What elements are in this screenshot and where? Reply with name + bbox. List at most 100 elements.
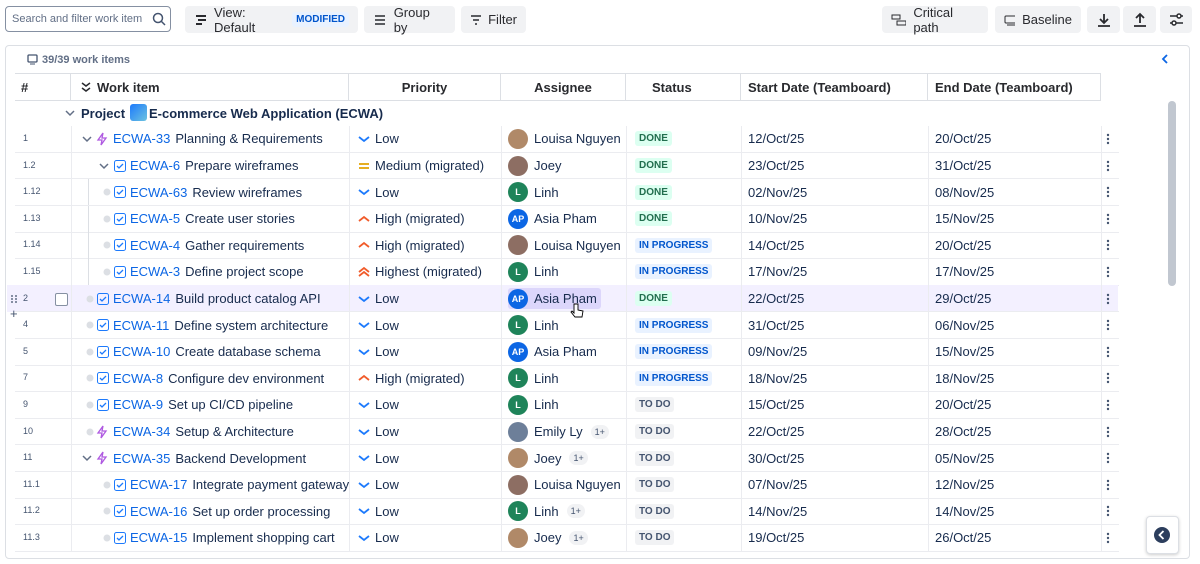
issue-key[interactable]: ECWA-3 xyxy=(130,264,180,279)
float-button[interactable] xyxy=(1146,516,1179,554)
start-date: 15/Oct/25 xyxy=(748,392,804,419)
status[interactable]: DONE xyxy=(635,291,672,306)
settings-button[interactable] xyxy=(1160,6,1192,33)
assignee[interactable]: LLinh xyxy=(508,395,563,416)
column-border xyxy=(1101,445,1102,472)
column-border xyxy=(501,472,502,499)
tree-line xyxy=(88,179,89,206)
download-icon xyxy=(1096,12,1111,28)
column-border xyxy=(626,498,627,525)
assignee-name: Louisa Nguyen xyxy=(534,131,621,146)
status[interactable]: IN PROGRESS xyxy=(635,238,712,253)
assignee[interactable]: APAsia Pham xyxy=(508,209,601,230)
assignee[interactable]: Louisa Nguyen xyxy=(508,235,625,256)
view-button[interactable]: View: Default MODIFIED xyxy=(185,6,358,33)
assignee[interactable]: LLinh xyxy=(508,262,563,283)
status[interactable]: DONE xyxy=(635,131,672,146)
avatar: AP xyxy=(508,209,528,229)
column-border xyxy=(741,312,742,339)
status[interactable]: DONE xyxy=(635,185,672,200)
column-header[interactable]: Assignee xyxy=(501,74,626,100)
add-row[interactable]: + xyxy=(10,306,18,321)
column-header[interactable]: # xyxy=(15,74,71,100)
status[interactable]: DONE xyxy=(635,211,672,226)
assignee[interactable]: Joey1+ xyxy=(508,528,592,549)
issue-key[interactable]: ECWA-34 xyxy=(113,424,170,439)
group-chevron[interactable] xyxy=(65,109,75,117)
status[interactable]: TO DO xyxy=(635,451,674,466)
download-button[interactable] xyxy=(1087,6,1120,33)
assignee[interactable]: Emily Ly1+ xyxy=(508,421,613,442)
issue-key[interactable]: ECWA-35 xyxy=(113,451,170,466)
tree-dot xyxy=(86,374,94,382)
issue-key[interactable]: ECWA-33 xyxy=(113,131,170,146)
assignee[interactable]: LLinh xyxy=(508,315,563,336)
issue-key[interactable]: ECWA-14 xyxy=(113,291,170,306)
column-header[interactable]: Work item xyxy=(71,74,349,100)
issue-key[interactable]: ECWA-9 xyxy=(113,397,163,412)
group-by-button[interactable]: Group by xyxy=(364,6,455,33)
group-name: E-commerce Web Application (ECWA) xyxy=(149,106,383,121)
status[interactable]: DONE xyxy=(635,158,672,173)
issue-title: Review wireframes xyxy=(192,185,302,200)
task-icon xyxy=(114,239,126,251)
critical-path-button[interactable]: Critical path xyxy=(882,6,988,33)
work-item: ECWA-10Create database schema xyxy=(113,339,321,366)
status[interactable]: IN PROGRESS xyxy=(635,264,712,279)
status-cell: DONE xyxy=(635,285,672,312)
assignee[interactable]: Louisa Nguyen xyxy=(508,129,625,150)
expand-all-icon[interactable] xyxy=(81,82,91,92)
scrollbar[interactable] xyxy=(1168,101,1176,286)
issue-key[interactable]: ECWA-15 xyxy=(130,530,187,545)
column-border xyxy=(1101,126,1102,153)
assignee[interactable]: APAsia Pham xyxy=(508,342,601,363)
issue-key[interactable]: ECWA-6 xyxy=(130,158,180,173)
filter-button[interactable]: Filter xyxy=(461,6,526,33)
status[interactable]: IN PROGRESS xyxy=(635,318,712,333)
status-cell: TO DO xyxy=(635,498,674,525)
column-header[interactable]: Start Date (Teamboard) xyxy=(741,74,928,100)
issue-key[interactable]: ECWA-17 xyxy=(130,477,187,492)
tree-dot xyxy=(86,295,94,303)
assignee[interactable]: Joey xyxy=(508,155,565,176)
search-box[interactable]: Search and filter work item xyxy=(5,6,171,32)
assignee[interactable]: Joey1+ xyxy=(508,448,592,469)
status[interactable]: TO DO xyxy=(635,504,674,519)
assignee-extra: 1+ xyxy=(567,504,585,518)
status[interactable]: TO DO xyxy=(635,424,674,439)
issue-key[interactable]: ECWA-4 xyxy=(130,238,180,253)
status[interactable]: TO DO xyxy=(635,530,674,545)
column-header[interactable]: Status xyxy=(626,74,741,100)
assignee[interactable]: Louisa Nguyen xyxy=(508,475,625,496)
status[interactable]: TO DO xyxy=(635,477,674,492)
column-border xyxy=(349,232,350,259)
column-border xyxy=(501,232,502,259)
column-border xyxy=(501,392,502,419)
column-header[interactable]: End Date (Teamboard) xyxy=(928,74,1101,100)
status[interactable]: IN PROGRESS xyxy=(635,344,712,359)
status[interactable]: IN PROGRESS xyxy=(635,371,712,386)
collapse-icon[interactable] xyxy=(1160,54,1170,64)
baseline-button[interactable]: Baseline xyxy=(995,6,1081,33)
upload-button[interactable] xyxy=(1123,6,1156,33)
assignee[interactable]: LLinh xyxy=(508,182,563,203)
issue-key[interactable]: ECWA-16 xyxy=(130,504,187,519)
column-border xyxy=(626,179,627,206)
assignee[interactable]: LLinh xyxy=(508,368,563,389)
start-date: 12/Oct/25 xyxy=(748,126,804,153)
column-header[interactable]: Priority xyxy=(349,74,501,100)
status[interactable]: TO DO xyxy=(635,397,674,412)
column-border xyxy=(626,126,627,153)
row-checkbox[interactable] xyxy=(55,293,68,306)
issue-key[interactable]: ECWA-63 xyxy=(130,185,187,200)
column-border xyxy=(741,418,742,445)
column-border xyxy=(626,339,627,366)
issue-key[interactable]: ECWA-10 xyxy=(113,344,170,359)
assignee[interactable]: LLinh1+ xyxy=(508,501,589,522)
column-border xyxy=(741,206,742,233)
issue-key[interactable]: ECWA-5 xyxy=(130,211,180,226)
assignee[interactable]: APAsia Pham xyxy=(508,288,601,309)
issue-key[interactable]: ECWA-8 xyxy=(113,371,163,386)
issue-key[interactable]: ECWA-11 xyxy=(113,318,169,333)
priority: Low xyxy=(357,498,399,525)
